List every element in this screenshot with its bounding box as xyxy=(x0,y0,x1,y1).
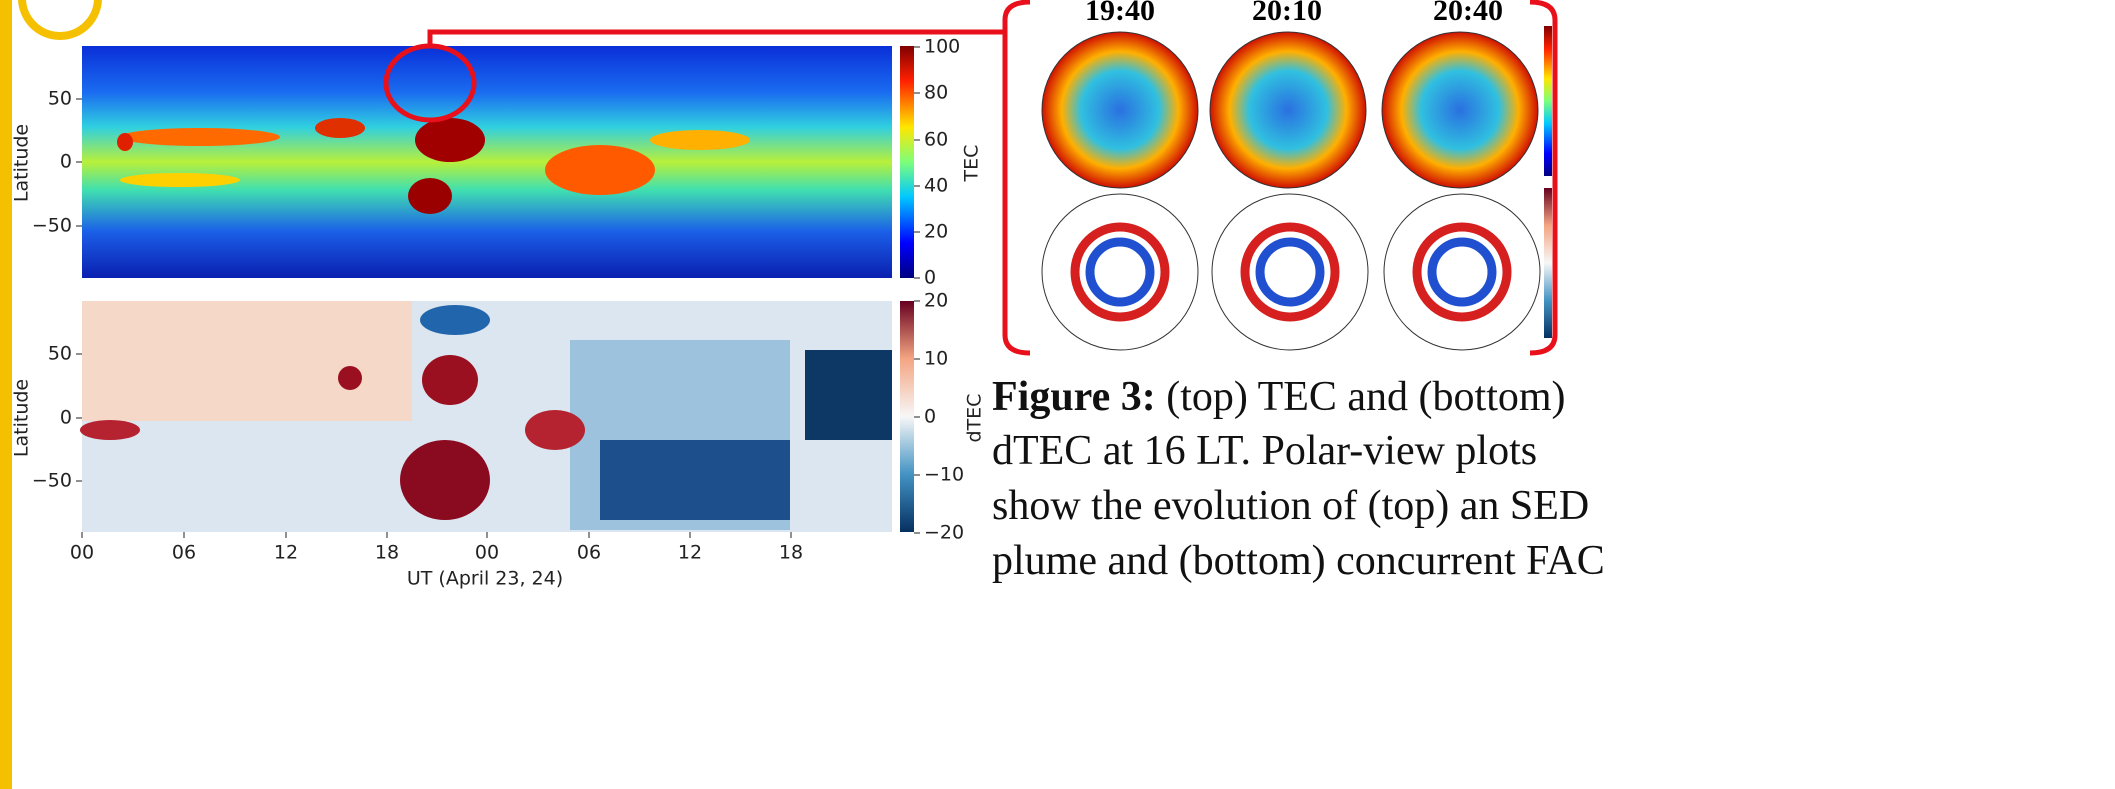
x-tick-label: 06 xyxy=(172,542,196,564)
x-tick-label: 18 xyxy=(779,542,803,564)
caption-line: show the evolution of (top) an SED xyxy=(992,483,1589,529)
y-axis-label: Latitude xyxy=(11,124,33,202)
colorbar-tick-label: −20 xyxy=(924,522,964,544)
tec-heatmap xyxy=(82,46,892,278)
colorbar-tick-label: 10 xyxy=(924,348,948,370)
colorbar-tick-label: 80 xyxy=(924,82,948,104)
y-tick-label: −50 xyxy=(32,470,72,492)
y-tick-label: 50 xyxy=(48,88,72,110)
polar-time: 20:40 xyxy=(1433,0,1503,27)
y-axis-label: Latitude xyxy=(11,379,33,457)
caption-line: dTEC at 16 LT. Polar-view plots xyxy=(992,428,1537,474)
colorbar-label: dTEC xyxy=(964,394,986,443)
x-tick-label: 06 xyxy=(577,542,601,564)
accent-bar xyxy=(0,0,12,789)
colorbar-tick-label: −10 xyxy=(924,464,964,486)
tec-colorbar xyxy=(900,46,914,278)
dtec-colorbar xyxy=(900,301,914,532)
x-tick-label: 12 xyxy=(274,542,298,564)
y-tick-label: 0 xyxy=(60,407,72,429)
y-tick-label: 0 xyxy=(60,151,72,173)
colorbar-tick-label: 40 xyxy=(924,175,948,197)
x-tick-label: 00 xyxy=(70,542,94,564)
y-tick-label: −50 xyxy=(32,215,72,237)
caption-line: plume and (bottom) concurrent FAC xyxy=(992,538,1605,584)
colorbar-tick-label: 100 xyxy=(924,36,960,58)
x-axis-label: UT (April 23, 24) xyxy=(407,568,563,590)
polar-time: 19:40 xyxy=(1085,0,1155,27)
accent-circle xyxy=(18,0,102,40)
colorbar-label: TEC xyxy=(961,145,983,183)
polar-time: 20:10 xyxy=(1252,0,1322,27)
x-tick-label: 18 xyxy=(375,542,399,564)
polar-plots xyxy=(1041,26,1552,351)
y-tick-label: 50 xyxy=(48,343,72,365)
dtec-heatmap xyxy=(80,301,892,532)
colorbar-tick-label: 20 xyxy=(924,221,948,243)
x-tick-label: 12 xyxy=(678,542,702,564)
x-tick-label: 00 xyxy=(475,542,499,564)
colorbar-tick-label: 0 xyxy=(924,406,936,428)
colorbar-tick-label: 0 xyxy=(924,267,936,289)
caption-line: Figure 3: (top) TEC and (bottom) xyxy=(992,374,1566,420)
connector-line xyxy=(427,29,1005,46)
bracket xyxy=(1002,0,1558,356)
colorbar-tick-label: 20 xyxy=(924,290,948,312)
caption-text: (top) TEC and (bottom) xyxy=(1166,374,1565,420)
colorbar-tick-label: 60 xyxy=(924,129,948,151)
caption-label: Figure 3: xyxy=(992,374,1156,420)
